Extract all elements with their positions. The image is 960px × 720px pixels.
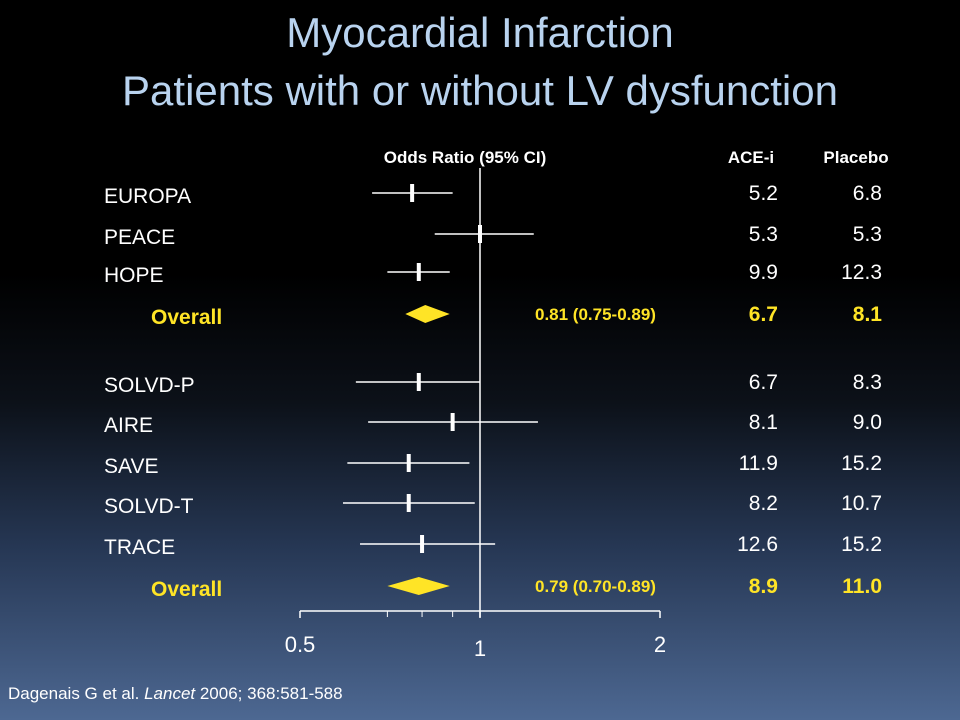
point-estimate-solvd-p xyxy=(416,373,421,391)
pooled-diamond xyxy=(405,305,450,323)
placebo-value-save: 15.2 xyxy=(841,452,882,475)
ace-i-value-save: 11.9 xyxy=(739,452,778,475)
column-header-ace-i: ACE-i xyxy=(728,148,774,167)
point-estimate-trace xyxy=(420,535,425,553)
row-label-save: SAVE xyxy=(104,455,158,478)
column-header-placebo: Placebo xyxy=(823,148,888,167)
placebo-value-aire: 9.0 xyxy=(853,411,882,434)
row-label-overall: Overall xyxy=(151,578,222,601)
placebo-value-solvd-p: 8.3 xyxy=(853,371,882,394)
point-estimate-aire xyxy=(450,413,455,431)
point-estimate-europa xyxy=(410,184,415,202)
placebo-value-overall: 11.0 xyxy=(842,575,882,598)
ace-i-value-overall: 8.9 xyxy=(749,575,778,598)
row-label-aire: AIRE xyxy=(104,414,153,437)
chart-title: Myocardial Infarction xyxy=(286,9,674,56)
pooled-diamond xyxy=(387,577,450,595)
row-label-solvd-t: SOLVD-T xyxy=(104,495,194,518)
chart-subtitle: Patients with or without LV dysfunction xyxy=(122,67,838,114)
citation-journal: Lancet xyxy=(144,684,196,703)
ace-i-value-overall: 6.7 xyxy=(749,303,778,326)
row-label-hope: HOPE xyxy=(104,264,164,287)
placebo-value-trace: 15.2 xyxy=(841,533,882,556)
x-tick-label: 1 xyxy=(474,636,486,661)
row-label-trace: TRACE xyxy=(104,536,175,559)
pooled-ci-text: 0.79 (0.70-0.89) xyxy=(535,577,656,596)
ace-i-value-trace: 12.6 xyxy=(737,533,778,556)
placebo-value-europa: 6.8 xyxy=(853,182,882,205)
ace-i-value-solvd-p: 6.7 xyxy=(749,371,778,394)
placebo-value-peace: 5.3 xyxy=(853,223,882,246)
placebo-value-overall: 8.1 xyxy=(853,303,883,326)
ace-i-value-hope: 9.9 xyxy=(749,261,778,284)
x-axis-label: Odds Ratio (95% CI) xyxy=(384,148,546,167)
row-label-solvd-p: SOLVD-P xyxy=(104,374,195,397)
row-label-overall: Overall xyxy=(151,306,222,329)
point-estimate-save xyxy=(406,454,411,472)
placebo-value-hope: 12.3 xyxy=(841,261,882,284)
ace-i-value-solvd-t: 8.2 xyxy=(749,492,778,515)
ace-i-value-peace: 5.3 xyxy=(749,223,778,246)
ace-i-value-europa: 5.2 xyxy=(749,182,778,205)
ace-i-value-aire: 8.1 xyxy=(749,411,778,434)
row-label-peace: PEACE xyxy=(104,226,175,249)
point-estimate-hope xyxy=(416,263,421,281)
citation-rest: 2006; 368:581-588 xyxy=(195,684,343,703)
x-tick-label: 2 xyxy=(654,632,666,657)
row-label-europa: EUROPA xyxy=(104,185,191,208)
point-estimate-solvd-t xyxy=(406,494,411,512)
x-tick-label: 0.5 xyxy=(285,632,316,657)
point-estimate-peace xyxy=(478,225,482,243)
citation-authors: Dagenais G et al. xyxy=(8,684,145,703)
pooled-ci-text: 0.81 (0.75-0.89) xyxy=(535,305,656,324)
citation: Dagenais G et al. Lancet 2006; 368:581-5… xyxy=(8,684,343,704)
placebo-value-solvd-t: 10.7 xyxy=(841,492,882,515)
